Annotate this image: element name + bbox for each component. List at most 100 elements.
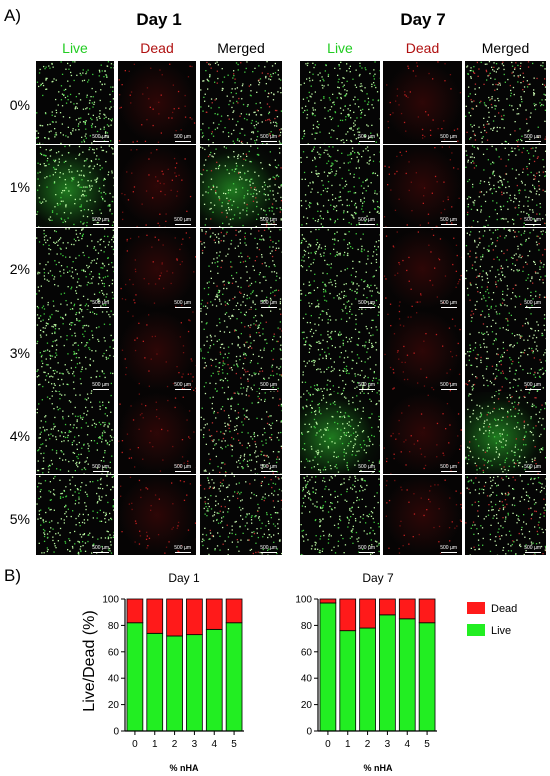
micrograph-day1-dead-row4: 500 µm — [118, 392, 196, 474]
bar-day1-live-0 — [126, 622, 144, 732]
scale-bar-label: 500 µm — [358, 300, 375, 306]
row-label-5pct: 5% — [9, 511, 30, 527]
scale-bar-label: 500 µm — [174, 300, 191, 306]
scale-bar — [261, 307, 277, 308]
day7-title: Day 7 — [400, 10, 446, 29]
x-tick-label: 4 — [404, 739, 410, 750]
micrograph-day1-dead-row3: 500 µm — [118, 310, 196, 392]
y-tick-label: 60 — [108, 647, 120, 658]
scale-bar-label: 500 µm — [174, 382, 191, 388]
bar-day1-dead-0 — [126, 598, 144, 624]
chart-day1-bars — [126, 598, 243, 732]
day7-live-header: Live — [327, 40, 353, 56]
scale-bar — [175, 141, 191, 142]
scale-bar-label: 500 µm — [524, 300, 541, 306]
scale-bar — [175, 307, 191, 308]
scale-bar — [525, 471, 541, 472]
x-tick-label: 0 — [132, 739, 138, 750]
bar-day7-dead-3 — [379, 598, 396, 616]
micrograph-day1-merged-row4: 500 µm — [200, 392, 282, 474]
y-tick-label: 0 — [306, 727, 312, 738]
micrograph-day7-live-row1: 500 µm — [300, 145, 380, 227]
micrograph-day7-merged-row0: 500 µm — [465, 61, 546, 144]
scale-bar-label: 500 µm — [174, 217, 191, 223]
scale-bar — [93, 141, 109, 142]
micrograph-day1-merged-row3: 500 µm — [200, 310, 282, 392]
scale-bar-label: 500 µm — [524, 134, 541, 140]
scale-bar — [261, 389, 277, 390]
chart-day1-y-axis: 0 20 40 60 80 100 — [102, 595, 125, 738]
y-tick-label: 20 — [301, 700, 313, 711]
scale-bar-label: 500 µm — [260, 134, 277, 140]
scale-bar — [525, 141, 541, 142]
y-tick-label: 40 — [108, 674, 120, 685]
y-tick-label: 100 — [102, 595, 119, 606]
bar-day7-live-4 — [398, 618, 416, 732]
micrograph-day1-merged-row0: 500 µm — [200, 61, 282, 144]
micrograph-day1-dead-row5: 500 µm — [118, 475, 196, 555]
micrograph-day1-live-row4: 500 µm — [36, 392, 114, 474]
scale-bar — [261, 224, 277, 225]
y-tick-label: 60 — [301, 647, 313, 658]
micrograph-day7-merged-row3: 500 µm — [465, 310, 546, 392]
bar-day7-dead-5 — [418, 598, 436, 624]
chart-day1-title: Day 1 — [168, 571, 200, 585]
scale-bar-label: 500 µm — [440, 217, 457, 223]
legend-live-label: Live — [491, 625, 511, 637]
x-tick-label: 1 — [152, 739, 158, 750]
scale-bar — [441, 224, 457, 225]
day1-merged-header: Merged — [217, 40, 265, 56]
scale-bar-label: 500 µm — [524, 464, 541, 470]
micrograph-day7-live-row4: 500 µm — [300, 392, 380, 474]
scale-bar-label: 500 µm — [174, 464, 191, 470]
x-tick-label: 5 — [231, 739, 237, 750]
scale-bar-label: 500 µm — [524, 217, 541, 223]
day7-dead-header: Dead — [405, 40, 440, 56]
row-label-4pct: 4% — [9, 428, 30, 444]
bar-day1-dead-2 — [166, 598, 183, 637]
bar-day1-live-2 — [166, 635, 183, 732]
bar-day7-dead-1 — [339, 598, 357, 632]
micrograph-day1-live-row3: 500 µm — [36, 310, 114, 392]
scale-bar-label: 500 µm — [92, 300, 109, 306]
legend-dead-swatch — [467, 602, 485, 614]
micrograph-day1-merged-row2: 500 µm — [200, 228, 282, 310]
scale-bar-label: 500 µm — [92, 545, 109, 551]
scale-bar-label: 500 µm — [440, 300, 457, 306]
micrograph-day7-merged-row1: 500 µm — [465, 145, 546, 227]
scale-bar — [441, 307, 457, 308]
bar-day1-dead-5 — [225, 598, 243, 624]
scale-bar — [175, 471, 191, 472]
micrograph-day7-live-row0: 500 µm — [300, 61, 380, 144]
y-tick-label: 40 — [301, 674, 313, 685]
bar-day7-live-0 — [319, 602, 337, 732]
scale-bar — [359, 389, 375, 390]
row-label-3pct: 3% — [9, 345, 30, 361]
x-tick-label: 3 — [385, 739, 391, 750]
bar-day1-live-3 — [186, 634, 203, 732]
scale-bar-label: 500 µm — [440, 382, 457, 388]
day1-dead-header: Dead — [140, 40, 174, 56]
scale-bar — [93, 389, 109, 390]
x-tick-label: 0 — [325, 739, 331, 750]
scale-bar-label: 500 µm — [358, 464, 375, 470]
panel-b-label: B) — [4, 566, 21, 585]
row-label-0pct: 0% — [9, 97, 30, 113]
x-tick-label: 1 — [345, 739, 351, 750]
micrograph-day7-dead-row1: 500 µm — [383, 145, 462, 227]
micrograph-day1-dead-row1: 500 µm — [118, 145, 196, 227]
scale-bar — [93, 224, 109, 225]
x-tick-label: 5 — [424, 739, 430, 750]
scale-bar-label: 500 µm — [524, 545, 541, 551]
bar-day7-live-1 — [339, 630, 357, 732]
scale-bar-label: 500 µm — [440, 545, 457, 551]
scale-bar-label: 500 µm — [260, 217, 277, 223]
micrograph-day1-merged-row1: 500 µm — [200, 145, 282, 227]
chart-day1-xlabel: % nHA — [170, 763, 200, 773]
legend-live-swatch — [467, 624, 485, 636]
day1-title: Day 1 — [136, 10, 182, 29]
scale-bar — [93, 471, 109, 472]
y-tick-label: 80 — [108, 621, 120, 632]
scale-bar — [93, 307, 109, 308]
